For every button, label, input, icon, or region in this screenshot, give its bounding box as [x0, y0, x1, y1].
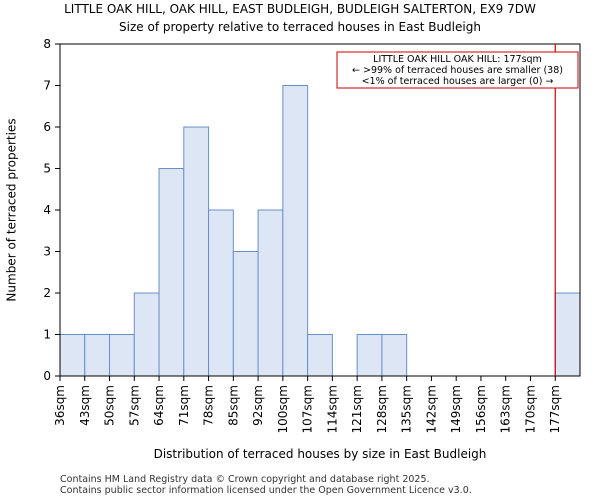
bar-92sqm	[257, 209, 284, 377]
bar-64sqm	[158, 168, 185, 377]
y-axis-label: Number of terraced properties	[5, 118, 19, 301]
y-tick-label: 1	[43, 328, 51, 342]
x-tick-label: 135sqm	[400, 385, 414, 433]
bar-100sqm	[282, 85, 309, 377]
x-tick-label: 163sqm	[499, 385, 513, 433]
x-tick-label: 107sqm	[301, 385, 315, 433]
x-tick-label: 78sqm	[202, 385, 216, 426]
y-tick-label: 0	[43, 369, 51, 383]
bar-57sqm	[133, 292, 160, 377]
bar-121sqm	[356, 334, 383, 377]
x-tick-label: 156sqm	[474, 385, 488, 433]
x-tick-label: 57sqm	[127, 385, 141, 426]
footer-copyright: Contains HM Land Registry data © Crown c…	[60, 474, 430, 485]
x-tick-label: 149sqm	[449, 385, 463, 433]
x-tick-label: 71sqm	[177, 385, 191, 426]
x-tick-label: 92sqm	[251, 385, 265, 426]
x-tick-label: 142sqm	[424, 385, 438, 433]
chart-subtitle: Size of property relative to terraced ho…	[119, 20, 481, 34]
bar-85sqm	[232, 251, 259, 377]
x-tick-label: 121sqm	[350, 385, 364, 433]
y-tick-label: 5	[43, 162, 51, 176]
y-tick-label: 2	[43, 286, 51, 300]
annotation-line-property: LITTLE OAK HILL OAK HILL: 177sqm	[373, 54, 542, 65]
annotation-line-smaller: ← >99% of terraced houses are smaller (3…	[352, 65, 563, 76]
bar-78sqm	[208, 209, 234, 377]
y-tick-label: 7	[43, 79, 51, 93]
x-tick-label: 100sqm	[276, 385, 290, 433]
bar-71sqm	[183, 126, 210, 377]
annotation-border	[336, 51, 579, 89]
y-tick-label: 3	[43, 245, 51, 259]
bar-36sqm	[59, 334, 86, 377]
annotation-box: LITTLE OAK HILL OAK HILL: 177sqm ← >99% …	[336, 51, 579, 89]
bar-177sqm	[554, 292, 581, 377]
x-axis: 36sqm 43sqm 50sqm 57sqm 64sqm 71sqm 78sqm 85sqm…	[53, 376, 562, 433]
annotation-line-larger: <1% of terraced houses are larger (0) →	[362, 76, 554, 87]
x-tick-label: 177sqm	[548, 385, 562, 433]
chart-area: 0 1 2 3 4 5 6 7 8 36sqm 43sqm 50sqm 57sqm 64sqm 71sqm…	[5, 37, 581, 461]
bars-group	[59, 85, 581, 377]
x-tick-label: 50sqm	[103, 385, 117, 426]
bar-128sqm	[381, 334, 408, 377]
bar-43sqm	[84, 334, 111, 377]
x-tick-label: 170sqm	[523, 385, 537, 433]
footer-licence: Contains public sector information licen…	[60, 485, 472, 496]
y-tick-label: 6	[43, 120, 51, 134]
x-tick-label: 128sqm	[375, 385, 389, 433]
y-tick-label: 4	[43, 203, 51, 217]
bar-107sqm	[307, 334, 333, 377]
x-tick-label: 114sqm	[325, 385, 339, 433]
y-axis: 0 1 2 3 4 5 6 7 8	[43, 37, 60, 383]
bar-50sqm	[109, 334, 135, 377]
x-tick-label: 64sqm	[152, 385, 166, 426]
x-axis-label: Distribution of terraced houses by size …	[154, 447, 487, 461]
x-tick-label: 43sqm	[78, 385, 92, 426]
y-tick-label: 8	[43, 37, 51, 51]
chart-title: LITTLE OAK HILL, OAK HILL, EAST BUDLEIGH…	[64, 2, 536, 16]
x-tick-label: 36sqm	[53, 385, 67, 426]
x-tick-label: 85sqm	[226, 385, 240, 426]
